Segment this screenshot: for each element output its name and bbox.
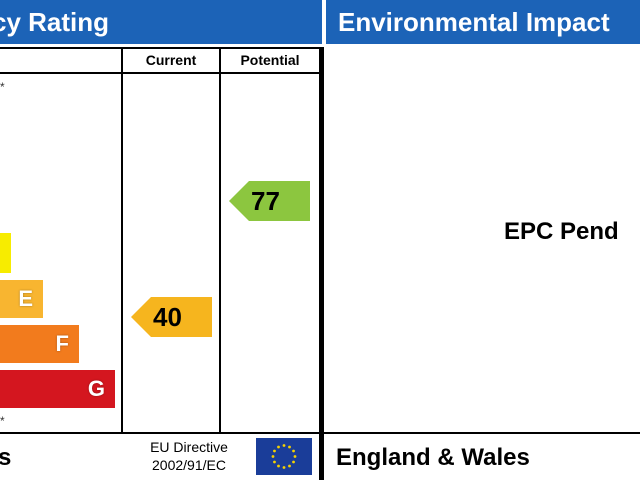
current-column-heading: Current	[145, 52, 197, 68]
band-e: E	[0, 280, 43, 318]
efficiency-rating-header: cy Rating	[0, 0, 322, 44]
environmental-impact-header: Environmental Impact	[326, 0, 640, 44]
flag-star	[292, 460, 295, 464]
flag-star	[292, 449, 295, 453]
very-efficient-mark: *	[0, 80, 5, 94]
band-g-letter: G	[87, 376, 105, 401]
flag-star	[277, 464, 280, 468]
table-bottom-divider	[0, 432, 322, 434]
current-rating-value: 40	[153, 301, 182, 332]
eu-directive-line1: EU Directive	[150, 439, 228, 455]
flag-star	[277, 445, 280, 449]
band-f: F	[0, 325, 79, 363]
table-top-border	[0, 47, 322, 49]
not-efficient-mark: *	[0, 414, 5, 428]
flag-star	[282, 444, 286, 447]
right-panel-bottom-divider	[322, 432, 640, 434]
eu-flag-icon	[256, 438, 312, 475]
flag-star	[271, 455, 275, 458]
flag-star	[293, 455, 297, 458]
potential-rating-arrow: 77	[229, 181, 310, 221]
eu-directive-line2: 2002/91/EC	[152, 457, 226, 473]
band-d	[0, 233, 11, 273]
potential-column-left-border	[219, 47, 221, 434]
flag-star	[282, 466, 286, 469]
flag-star	[288, 445, 291, 449]
flag-star	[288, 464, 291, 468]
eu-directive-text: EU Directive 2002/91/EC	[124, 438, 254, 474]
flag-star	[273, 460, 276, 464]
environmental-impact-title: Environmental Impact	[338, 6, 610, 37]
potential-rating-value: 77	[251, 185, 280, 216]
table-header-divider	[0, 72, 322, 74]
current-rating-arrow: 40	[131, 297, 212, 337]
flag-star	[273, 449, 276, 453]
efficiency-rating-title: cy Rating	[0, 6, 110, 37]
right-panel-left-border	[322, 47, 324, 480]
left-panel-right-border	[319, 47, 322, 480]
potential-column-heading: Potential	[240, 52, 300, 68]
current-column-left-border	[121, 47, 123, 434]
band-e-letter: E	[18, 286, 33, 311]
footer-left-fragment: s	[0, 444, 12, 471]
band-g: G	[0, 370, 115, 408]
epc-status-text: EPC Pend	[504, 218, 619, 245]
band-f-letter: F	[55, 331, 69, 356]
region-label: England & Wales	[336, 444, 530, 471]
